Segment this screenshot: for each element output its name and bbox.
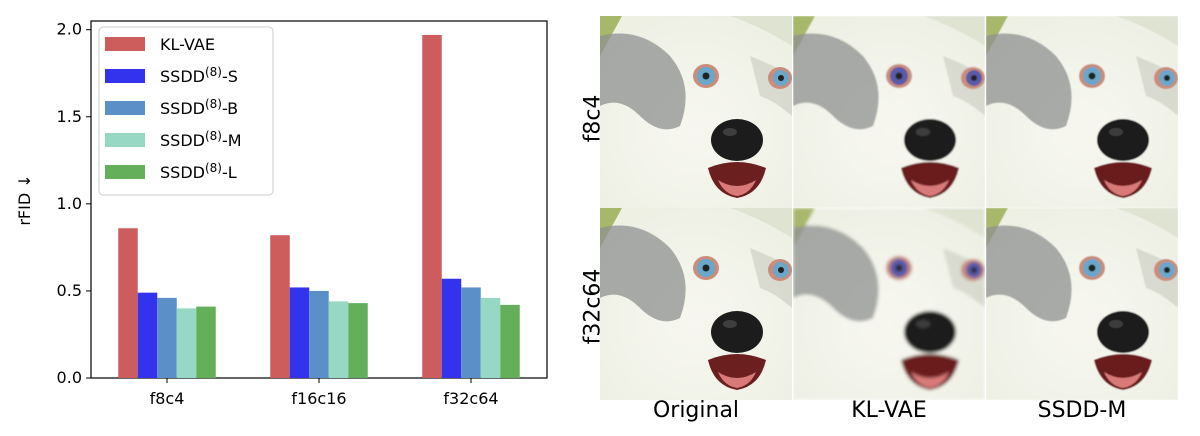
y-axis-label: rFID ↓ [15,174,34,225]
legend-swatch [105,133,145,147]
y-tick-label: 2.0 [57,20,82,39]
bars-group [118,34,520,379]
x-tick-label: f32c64 [443,389,498,408]
y-tick-label: 0.5 [57,281,82,300]
legend-label: SSDD(8)-B [160,97,238,118]
bar-f8c4-ssdd-b [157,297,177,378]
bar-f16c16-ssdd-m [328,301,349,378]
x-tick-label: f8c4 [150,389,185,408]
x-tick-label: f16c16 [291,389,346,408]
dog-image-f8c4-ssdd-m [986,16,1178,208]
legend-swatch [105,101,145,115]
bar-f8c4-kl-vae [118,228,138,378]
bar-chart: 0.00.51.01.52.0 f8c4 f16c16 f32c64 rFID ↓ … [15,20,548,408]
legend-swatch [105,69,145,83]
y-tick-label: 0.0 [57,368,82,387]
y-axis: 0.0 0.5 1.0 1.5 2.0 [57,20,91,387]
column-label-ssdd-m: SSDD-M [1037,398,1127,423]
bar-f16c16-ssdd-b [309,290,329,378]
legend-swatch [105,165,145,179]
dog-image-f32c64-original [600,208,792,400]
bar-f8c4-ssdd-l [196,306,216,378]
dog-image-f8c4-kl-vae [793,16,985,208]
bar-f32c64-ssdd-m [480,297,501,378]
legend-swatch [105,37,145,51]
bar-f16c16-ssdd-l [348,303,368,378]
reconstruction-image-grid [600,16,1178,400]
dog-image-f32c64-ssdd-m [986,208,1178,400]
bar-f32c64-ssdd-s [441,278,462,378]
y-tick-label: 1.0 [57,194,82,213]
bar-f32c64-ssdd-l [500,304,520,378]
row-label-f8c4: f8c4 [580,94,606,143]
column-label-original: Original [652,398,740,423]
y-tick-label: 1.5 [57,107,82,126]
dog-image-f8c4-original [600,16,792,208]
legend: KL-VAE SSDD(8)-S SSDD(8)-B SSDD(8)-M SSDD(8)… [98,26,274,196]
legend-label: KL-VAE [160,35,215,54]
bar-f16c16-ssdd-s [289,287,310,378]
bar-f16c16-kl-vae [270,235,290,378]
bar-f8c4-ssdd-m [176,308,197,378]
bar-f32c64-ssdd-b [461,287,481,378]
legend-label: SSDD(8)-L [160,161,237,182]
dog-image-f32c64-kl-vae [793,208,985,400]
legend-label: SSDD(8)-S [160,65,238,86]
row-label-f32c64: f32c64 [580,268,606,345]
column-label-kl-vae: KL-VAE [851,398,927,423]
x-axis: f8c4 f16c16 f32c64 [150,378,499,408]
bar-f32c64-kl-vae [422,34,442,379]
legend-label: SSDD(8)-M [160,129,242,150]
bar-f8c4-ssdd-s [137,292,158,378]
